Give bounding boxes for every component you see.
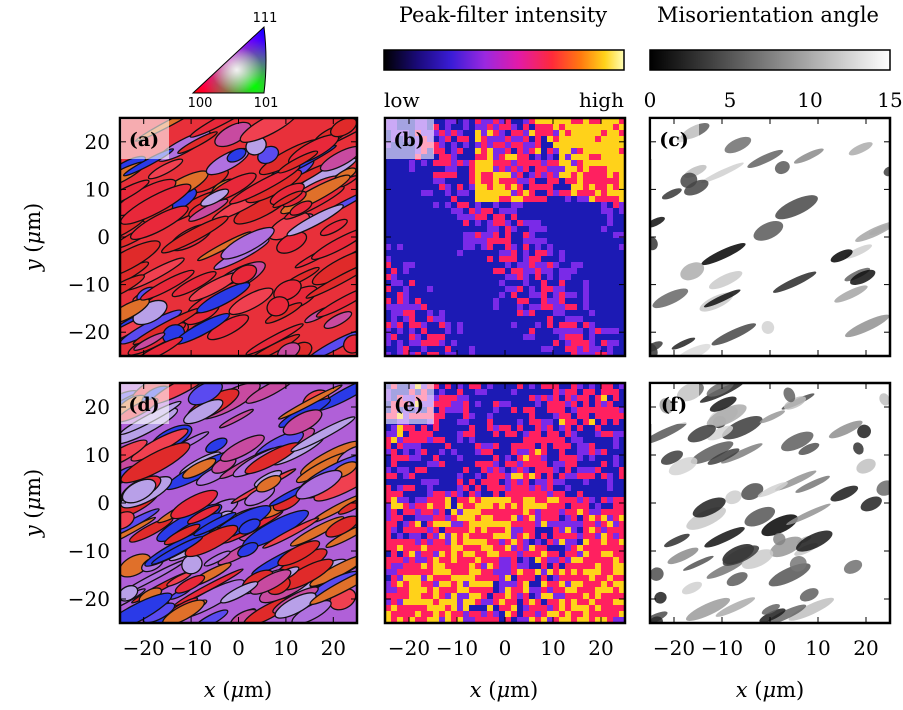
map-miso — [650, 118, 890, 356]
x-tick-label: 0 — [232, 636, 245, 660]
peak-colorbar: Peak-filter intensity low high — [383, 3, 625, 112]
panel-label-bg — [651, 384, 699, 424]
misorientation-tick-15: 15 — [877, 88, 902, 112]
panel-a: (a) 20 10 0 −10 −20 — [68, 116, 359, 358]
x-tick-label: −10 — [701, 636, 743, 660]
peak-colorbar-high-label: high — [579, 88, 624, 112]
y-tick-label: 20 — [85, 395, 110, 419]
x-tick-label: 20 — [588, 636, 613, 660]
x-tick-label: 10 — [273, 636, 298, 660]
map-peak — [385, 118, 625, 356]
misorientation-colorbar-title: Misorientation angle — [657, 3, 879, 27]
map-ipf — [120, 118, 357, 356]
x-tick-label: 0 — [499, 636, 512, 660]
x-tick-label: 10 — [805, 636, 830, 660]
panel-f: (f) −20 −10 0 10 20 — [648, 381, 892, 660]
peak-colorbar-gradient — [383, 49, 625, 71]
x-tick-label: 20 — [321, 636, 346, 660]
y-tick-label: 20 — [85, 130, 110, 154]
x-tick-label: −20 — [653, 636, 695, 660]
svg-text:y (μm): y (μm) — [21, 469, 45, 539]
y-axis-label-top: y (μm) — [21, 203, 45, 273]
ipf-color-key: 111 100 101 — [188, 11, 279, 111]
x-axis-label-a: x (μm) — [204, 678, 273, 702]
panel-label-bg — [121, 384, 169, 424]
y-tick-label: 10 — [85, 443, 110, 467]
x-tick-label: −10 — [170, 636, 212, 660]
misorientation-colorbar: Misorientation angle 0 5 10 15 — [644, 3, 903, 112]
y-tick-label: −10 — [68, 539, 110, 563]
x-tick-label: 0 — [764, 636, 777, 660]
ipf-label-101: 101 — [254, 96, 279, 111]
panel-label-bg — [386, 119, 434, 159]
panel-b: (b) — [383, 116, 627, 358]
misorientation-colorbar-gradient — [649, 49, 891, 71]
y-tick-label: 0 — [97, 225, 110, 249]
y-axis-label-bottom: y (μm) — [21, 469, 45, 539]
panel-label: (a) — [129, 129, 159, 151]
x-tick-label: 20 — [853, 636, 878, 660]
ipf-label-111: 111 — [253, 11, 278, 26]
svg-text:x (μm): x (μm) — [470, 678, 539, 702]
peak-colorbar-low-label: low — [384, 88, 420, 112]
peak-colorbar-title: Peak-filter intensity — [399, 3, 607, 27]
panel-c: (c) — [648, 116, 892, 358]
y-tick-label: 10 — [85, 177, 110, 201]
panel-e: (e) −20 −10 0 10 20 — [383, 381, 627, 660]
panel-label-bg — [651, 119, 699, 159]
x-tick-label: −20 — [123, 636, 165, 660]
misorientation-tick-5: 5 — [724, 88, 737, 112]
panel-label: (c) — [659, 129, 689, 151]
map-ipf — [120, 383, 357, 623]
svg-text:x (μm): x (μm) — [204, 678, 273, 702]
y-tick-label: 0 — [97, 491, 110, 515]
x-axis-label-c: x (μm) — [736, 678, 805, 702]
ipf-label-100: 100 — [188, 96, 213, 111]
y-tick-label: −10 — [68, 273, 110, 297]
panel-label-bg — [121, 119, 169, 159]
x-tick-label: −20 — [388, 636, 430, 660]
x-tick-label: 10 — [540, 636, 565, 660]
misorientation-tick-0: 0 — [644, 88, 657, 112]
x-tick-label: −10 — [436, 636, 478, 660]
misorientation-tick-10: 10 — [797, 88, 822, 112]
panel-label: (b) — [393, 129, 424, 151]
y-tick-label: −20 — [68, 320, 110, 344]
svg-text:x (μm): x (μm) — [736, 678, 805, 702]
svg-text:y (μm): y (μm) — [21, 203, 45, 273]
x-axis-label-b: x (μm) — [470, 678, 539, 702]
panel-label: (e) — [394, 394, 424, 416]
panel-label: (f) — [661, 394, 687, 416]
y-tick-label: −20 — [68, 587, 110, 611]
panel-label-bg — [386, 384, 434, 424]
panel-label: (d) — [128, 394, 159, 416]
